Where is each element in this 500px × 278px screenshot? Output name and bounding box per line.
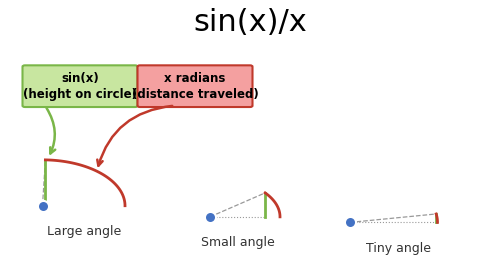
Text: Small angle: Small angle — [201, 236, 275, 249]
Text: Tiny angle: Tiny angle — [366, 242, 430, 255]
Text: sin(x)
(height on circle): sin(x) (height on circle) — [23, 72, 137, 101]
Text: sin(x)/x: sin(x)/x — [193, 8, 307, 37]
FancyBboxPatch shape — [22, 65, 138, 107]
Text: Large angle: Large angle — [46, 225, 121, 238]
FancyBboxPatch shape — [138, 65, 252, 107]
Text: x radians
(distance traveled): x radians (distance traveled) — [132, 72, 258, 101]
